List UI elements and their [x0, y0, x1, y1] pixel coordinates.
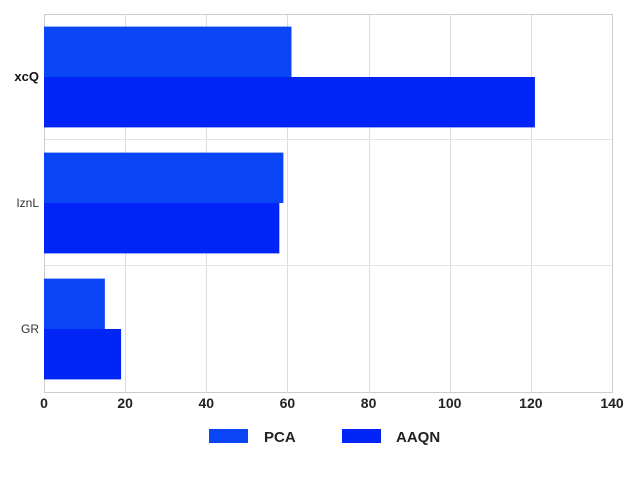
x-tick-label: 20	[117, 395, 133, 411]
bar-pca-gr	[44, 278, 105, 329]
x-tick-label: 40	[198, 395, 214, 411]
y-tick-label: GR	[21, 322, 39, 336]
x-tick-label: 60	[280, 395, 296, 411]
bar-pca-iznl	[44, 152, 284, 203]
x-tick-label: 80	[361, 395, 377, 411]
legend-swatch-aaqn	[342, 429, 381, 443]
x-tick-labels: 0 20 40 60 80 100 120 140	[40, 395, 624, 411]
bars-group	[44, 26, 535, 380]
x-tick-label: 100	[438, 395, 462, 411]
legend-label-pca: PCA	[264, 429, 296, 446]
bar-aaqn-xcq	[44, 77, 535, 128]
legend-label-aaqn: AAQN	[396, 429, 440, 446]
bar-aaqn-gr	[44, 329, 122, 380]
bar-pca-xcq	[44, 26, 292, 78]
legend-swatch-pca	[209, 429, 248, 443]
x-tick-label: 140	[600, 395, 624, 411]
y-tick-label: IznL	[16, 196, 39, 210]
x-tick-label: 120	[519, 395, 543, 411]
legend: PCA AAQN	[209, 429, 440, 446]
y-tick-labels: xcQ IznL GR	[14, 69, 39, 336]
y-tick-label: xcQ	[14, 69, 39, 84]
x-tick-label: 0	[40, 395, 48, 411]
bar-aaqn-iznl	[44, 203, 280, 254]
